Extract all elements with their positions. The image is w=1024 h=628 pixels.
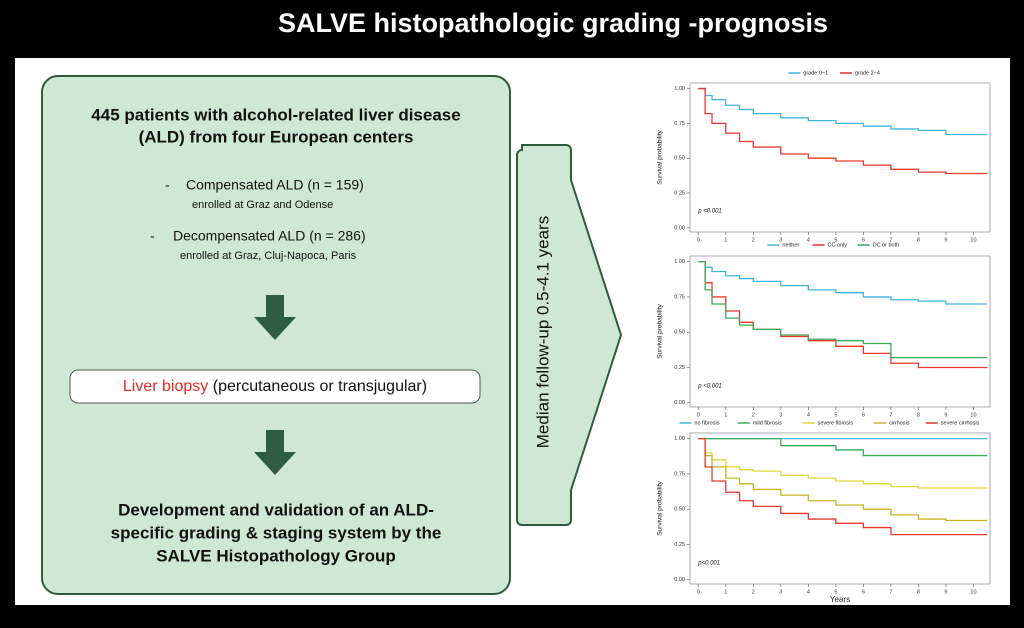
survival-curve [698, 87, 988, 175]
x-tick-label: 1 [724, 412, 727, 418]
follow-up-arrow [516, 144, 623, 526]
y-tick-label: 1.00 [674, 86, 685, 92]
y-tick-label: 0.25 [674, 542, 685, 548]
legend-label: mild fibrosis [753, 420, 782, 426]
biopsy-rest: (percutaneous or transjugular) [213, 378, 427, 395]
y-tick-label: 1.00 [674, 259, 685, 265]
legend-label: grade 0−1 [803, 70, 828, 76]
survival-curve [698, 437, 988, 522]
x-tick-label: 9 [944, 412, 947, 418]
x-tick-label: 1 [724, 589, 727, 595]
x-tick-label: 5 [834, 412, 837, 418]
survival-curve [698, 260, 988, 359]
legend-label: CC only [828, 242, 848, 248]
conclusion: SALVE Histopathology Group [156, 546, 396, 565]
legend-label: neither [782, 242, 799, 248]
item-label: Compensated ALD (n = 159) [186, 177, 364, 193]
x-tick-label: 8 [917, 412, 920, 418]
plot-area [689, 432, 991, 585]
y-tick-label: 0.50 [674, 507, 685, 513]
y-tick-label: 0.00 [674, 225, 685, 231]
x-tick-label: 3 [779, 237, 782, 243]
plot-area [689, 255, 991, 408]
x-tick-label: 0 [697, 412, 700, 418]
y-tick-label: 0.25 [674, 190, 685, 196]
bullet: - [150, 228, 155, 244]
y-tick-label: 0.50 [674, 156, 685, 162]
legend-label: severe fibrosis [818, 420, 854, 426]
x-tick-label: 3 [779, 412, 782, 418]
y-tick-label: 0.00 [674, 577, 685, 583]
item-sub: enrolled at Graz and Odense [192, 199, 333, 211]
x-tick-label: 8 [917, 589, 920, 595]
x-tick-label: 5 [834, 589, 837, 595]
down-arrow [254, 430, 296, 475]
p-value: p<0.001 [697, 560, 720, 566]
item-label: Decompensated ALD (n = 286) [173, 228, 366, 244]
box-heading: 445 patients with alcohol-related liver … [91, 105, 460, 124]
x-tick-label: 0 [697, 589, 700, 595]
y-axis-label: Survival probability [657, 303, 664, 358]
x-tick-label: 1 [724, 237, 727, 243]
x-tick-label: 0 [697, 237, 700, 243]
x-tick-label: 6 [862, 412, 865, 418]
slide-title: SALVE histopathologic grading -prognosis [278, 8, 828, 38]
item-sub: enrolled at Graz, Cluj-Napoca, Paris [180, 250, 357, 262]
p-value: p <0.001 [697, 383, 722, 389]
down-arrow [254, 295, 296, 340]
y-tick-label: 0.00 [674, 400, 685, 406]
y-tick-label: 0.75 [674, 121, 685, 127]
x-tick-label: 2 [752, 237, 755, 243]
follow-up-label: Median follow-up 0.5-4.1 years [533, 216, 552, 448]
survival-curve [698, 260, 988, 369]
y-axis-label: Survival probability [657, 129, 664, 184]
legend-label: grade 2−4 [855, 70, 880, 76]
x-tick-label: 5 [834, 237, 837, 243]
x-tick-label: 9 [944, 589, 947, 595]
x-tick-label: 4 [807, 589, 810, 595]
legend-label: DC or both [873, 242, 900, 248]
survival-curve [698, 437, 988, 457]
x-tick-label: 7 [889, 412, 892, 418]
y-tick-label: 0.75 [674, 471, 685, 477]
y-tick-label: 0.50 [674, 330, 685, 336]
y-tick-label: 0.75 [674, 294, 685, 300]
bullet: - [165, 177, 170, 193]
conclusion: Development and validation of an ALD- [118, 500, 434, 519]
x-tick-label: 3 [779, 589, 782, 595]
y-tick-label: 0.25 [674, 365, 685, 371]
conclusion: specific grading & staging system by the [111, 523, 442, 542]
x-tick-label: 10 [970, 237, 976, 243]
x-tick-label: 9 [944, 237, 947, 243]
x-tick-label: 6 [862, 589, 865, 595]
survival-curve [698, 87, 988, 136]
x-tick-label: 6 [862, 237, 865, 243]
box-heading: (ALD) from four European centers [139, 127, 414, 146]
x-tick-label: 7 [889, 589, 892, 595]
legend-label: severe cirrhosis [941, 420, 980, 426]
x-tick-label: 2 [752, 589, 755, 595]
x-tick-label: 10 [970, 412, 976, 418]
biopsy-highlight: Liver biopsy [123, 378, 208, 395]
legend-label: no fibrosis [694, 420, 719, 426]
survival-curve [698, 437, 988, 536]
x-tick-label: 4 [807, 412, 810, 418]
y-tick-label: 1.00 [674, 436, 685, 442]
x-tick-label: 2 [752, 412, 755, 418]
biopsy-text: Liver biopsy (percutaneous or transjugul… [123, 378, 427, 395]
x-tick-label: 4 [807, 237, 810, 243]
survival-curve [698, 437, 988, 489]
x-axis-label: Years [830, 595, 850, 604]
biopsy-box [69, 369, 481, 404]
p-value: p <0.001 [697, 209, 722, 215]
x-tick-label: 7 [889, 237, 892, 243]
survival-curve [698, 260, 988, 305]
y-axis-label: Survival probability [657, 480, 664, 535]
x-tick-label: 8 [917, 237, 920, 243]
x-tick-label: 10 [970, 589, 976, 595]
legend-label: cirrhosis [889, 420, 910, 426]
